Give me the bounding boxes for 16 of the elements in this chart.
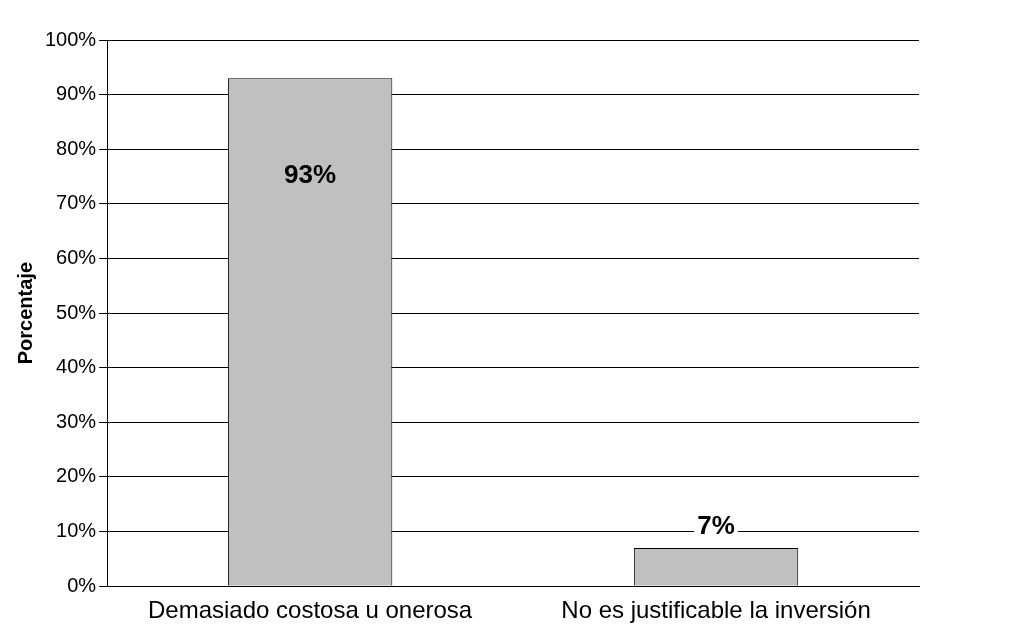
y-tick-label: 40% xyxy=(56,355,97,378)
y-tick-label: 90% xyxy=(56,82,97,105)
y-tick-label: 100% xyxy=(45,27,97,50)
y-tick-label: 0% xyxy=(67,573,97,596)
data-label: 7% xyxy=(697,510,735,541)
y-tick-label: 10% xyxy=(56,519,97,542)
data-label: 93% xyxy=(284,159,337,190)
y-tick-label: 20% xyxy=(56,464,97,487)
y-tick-label: 50% xyxy=(56,300,97,323)
x-tick-label: No es justificable la inversión xyxy=(561,596,871,624)
y-tick-label: 70% xyxy=(56,191,97,214)
y-tick-label: 60% xyxy=(56,246,97,268)
x-tick-label: Demasiado costosa u onerosa xyxy=(148,596,473,624)
y-tick-label: 30% xyxy=(56,409,97,432)
y-tick-label: 80% xyxy=(56,136,97,159)
y-axis-title: Porcentaje xyxy=(13,261,36,365)
